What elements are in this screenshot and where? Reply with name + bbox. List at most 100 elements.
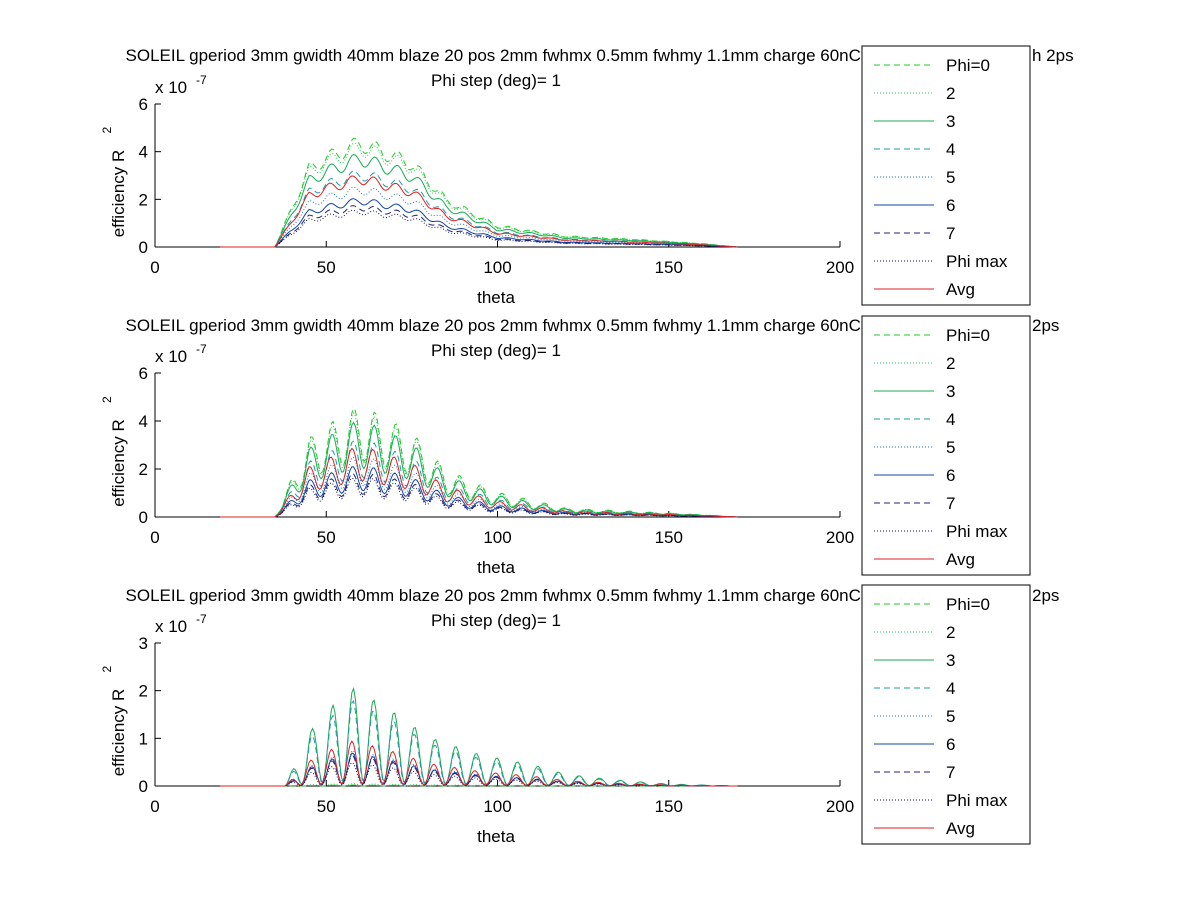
- series-line: [220, 209, 738, 248]
- exponent-label: x 10: [155, 347, 187, 366]
- legend-entry: 4: [946, 410, 955, 429]
- legend-entry: 6: [946, 196, 955, 215]
- y-tick-label: 0: [139, 777, 148, 796]
- legend-entry: 5: [946, 168, 955, 187]
- chart-title-end: 2ps: [1032, 586, 1059, 605]
- legend-entry: 7: [946, 494, 955, 513]
- series-line: [220, 205, 738, 248]
- series-line: [220, 754, 738, 787]
- legend-entry: 2: [946, 84, 955, 103]
- legend-entry: 6: [946, 735, 955, 754]
- legend-entry: 2: [946, 354, 955, 373]
- series-line: [220, 137, 738, 248]
- chart-panel-1: SOLEIL gperiod 3mm gwidth 40mm blaze 20 …: [100, 45, 1074, 307]
- series-line: [220, 175, 738, 248]
- y-axis-label: efficiency R: [109, 689, 128, 777]
- y-tick-label: 6: [139, 95, 148, 114]
- legend-entry: Phi max: [946, 522, 1008, 541]
- legend-entry: Phi=0: [946, 56, 990, 75]
- legend-box: [861, 315, 1031, 576]
- legend-entry: 6: [946, 466, 955, 485]
- x-tick-label: 200: [826, 797, 854, 816]
- legend-entry: 4: [946, 679, 955, 698]
- series-line: [220, 740, 738, 787]
- exponent-power: -7: [196, 612, 207, 626]
- x-axis-label: theta: [477, 288, 515, 307]
- y-tick-label: 6: [139, 364, 148, 383]
- legend-entry: Phi=0: [946, 326, 990, 345]
- y-tick-label: 2: [139, 682, 148, 701]
- series-line: [220, 154, 738, 248]
- legend-entry: 3: [946, 112, 955, 131]
- legend-box: [861, 45, 1031, 306]
- series-line: [220, 170, 738, 248]
- series-line: [220, 456, 738, 518]
- y-tick-label: 4: [139, 143, 148, 162]
- legend-entry: 5: [946, 438, 955, 457]
- x-tick-label: 0: [150, 797, 159, 816]
- x-tick-label: 150: [655, 258, 683, 277]
- x-tick-label: 200: [826, 528, 854, 547]
- y-axis-label: efficiency R: [109, 150, 128, 238]
- legend-entry: 4: [946, 140, 955, 159]
- series-line: [220, 750, 738, 787]
- x-tick-label: 0: [150, 528, 159, 547]
- series-line: [220, 421, 738, 518]
- legend-entry: Phi max: [946, 252, 1008, 271]
- series-line: [220, 447, 738, 518]
- chart-subtitle: Phi step (deg)= 1: [431, 71, 561, 90]
- legend-entry: 3: [946, 651, 955, 670]
- x-tick-label: 50: [317, 528, 336, 547]
- chart-title: SOLEIL gperiod 3mm gwidth 40mm blaze 20 …: [126, 46, 963, 65]
- legend: Phi=0 2 3 4 5 6 7 Phi max Avg: [861, 584, 1031, 845]
- chart-panel-2: SOLEIL gperiod 3mm gwidth 40mm blaze 20 …: [100, 315, 1059, 577]
- y-tick-label: 4: [139, 412, 148, 431]
- series-line: [220, 687, 738, 787]
- exponent-power: -7: [196, 73, 207, 87]
- legend-entry: 7: [946, 763, 955, 782]
- y-axis-label-sup: 2: [100, 396, 114, 403]
- y-axis-label-sup: 2: [100, 127, 114, 134]
- chart-title: SOLEIL gperiod 3mm gwidth 40mm blaze 20 …: [126, 586, 963, 605]
- legend-entry: 5: [946, 707, 955, 726]
- series-line: [220, 407, 738, 518]
- legend: Phi=0 2 3 4 5 6 7 Phi max Avg: [861, 45, 1031, 306]
- legend-entry: 7: [946, 224, 955, 243]
- chart-panel-3: SOLEIL gperiod 3mm gwidth 40mm blaze 20 …: [100, 584, 1059, 846]
- y-tick-label: 2: [139, 460, 148, 479]
- legend-entry: Avg: [946, 550, 975, 569]
- series-line: [220, 412, 738, 518]
- chart-subtitle: Phi step (deg)= 1: [431, 341, 561, 360]
- series-line: [220, 473, 738, 518]
- series-line: [220, 466, 738, 518]
- x-tick-label: 50: [317, 797, 336, 816]
- series-line: [220, 186, 738, 248]
- legend-entry: 2: [946, 623, 955, 642]
- series-line: [220, 477, 738, 518]
- y-tick-label: 1: [139, 729, 148, 748]
- legend-entry: Avg: [946, 819, 975, 838]
- y-tick-label: 0: [139, 508, 148, 527]
- series-line: [220, 783, 738, 787]
- legend-entry: Avg: [946, 280, 975, 299]
- series-line: [220, 142, 738, 248]
- exponent-label: x 10: [155, 78, 187, 97]
- x-tick-label: 100: [483, 258, 511, 277]
- x-axis-label: theta: [477, 827, 515, 846]
- y-tick-label: 0: [139, 238, 148, 257]
- x-tick-label: 200: [826, 258, 854, 277]
- y-tick-label: 3: [139, 634, 148, 653]
- y-axis-label-sup: 2: [100, 666, 114, 673]
- y-tick-label: 2: [139, 190, 148, 209]
- exponent-label: x 10: [155, 617, 187, 636]
- legend-entry: Phi=0: [946, 595, 990, 614]
- chart-subtitle: Phi step (deg)= 1: [431, 611, 561, 630]
- series-line: [220, 700, 738, 787]
- x-tick-label: 150: [655, 528, 683, 547]
- x-tick-label: 50: [317, 258, 336, 277]
- exponent-power: -7: [196, 342, 207, 356]
- x-tick-label: 0: [150, 258, 159, 277]
- y-axis-label: efficiency R: [109, 419, 128, 507]
- legend: Phi=0 2 3 4 5 6 7 Phi max Avg: [861, 315, 1031, 576]
